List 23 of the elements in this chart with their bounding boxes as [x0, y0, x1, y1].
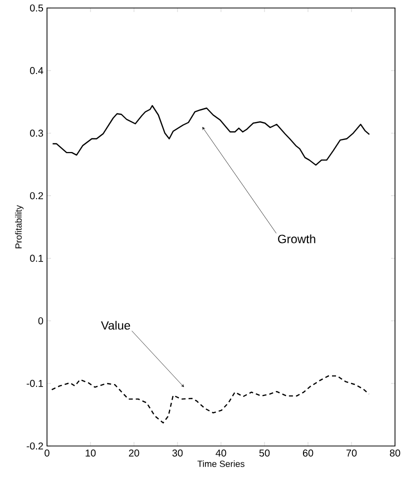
annotation: Growth: [278, 234, 316, 244]
y-tick-label: 0.2: [30, 192, 43, 200]
y-tick-label: -0.1: [26, 380, 43, 387]
x-tick-label: 0: [44, 450, 50, 457]
x-tick-label: 50: [259, 450, 270, 457]
y-tick-label: 0.3: [30, 130, 44, 137]
line-series: [51, 375, 370, 424]
y-tick-label: 0.5: [30, 4, 44, 12]
line-series: [52, 105, 370, 166]
y-axis-title: Profitability: [15, 205, 24, 248]
y-tick-label: 0.1: [30, 254, 43, 262]
y-tick-label: 0: [38, 317, 44, 324]
annotation: Value: [100, 320, 130, 330]
y-tick-label: 0.4: [30, 67, 44, 74]
x-tick-label: 30: [172, 450, 183, 457]
y-tick-label: -0.2: [26, 442, 43, 450]
x-tick-label: 70: [346, 450, 357, 457]
x-tick-label: 10: [86, 450, 96, 457]
x-axis-title: Time Series: [197, 460, 244, 468]
x-tick-label: 20: [128, 450, 140, 457]
x-tick-label: 40: [216, 450, 226, 457]
x-tick-label: 80: [390, 450, 400, 457]
x-tick-label: 60: [302, 450, 314, 457]
